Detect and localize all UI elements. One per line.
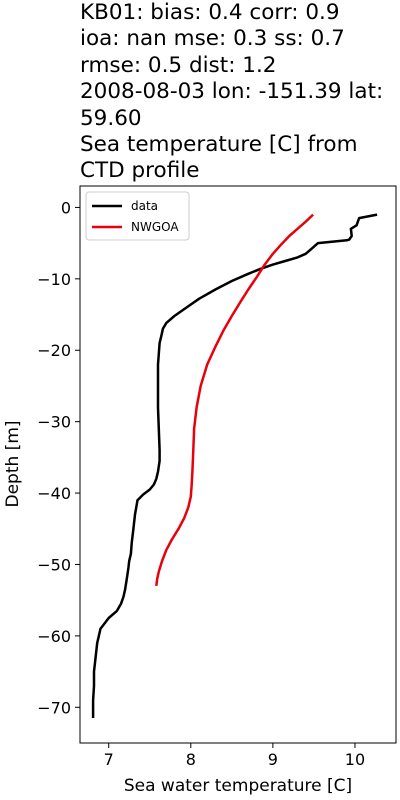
title-line: rmse: 0.5 dist: 1.2 xyxy=(80,52,277,78)
chart-title: KB01: bias: 0.4 corr: 0.9 ioa: nan mse: … xyxy=(80,0,398,185)
axis-ticks: 7 8 9 10 0 −10 −20 −30 −40 −50 −60 −70 xyxy=(37,198,365,769)
legend-label-nwgoa: NWGOA xyxy=(131,220,179,234)
y-tick-label: −30 xyxy=(37,413,71,432)
y-tick-label: 0 xyxy=(61,198,71,217)
y-tick-label: −40 xyxy=(37,484,71,503)
x-tick-label: 10 xyxy=(345,750,365,769)
y-tick-label: −60 xyxy=(37,627,71,646)
y-tick-label: −20 xyxy=(37,341,71,360)
title-line: 59.60 xyxy=(80,105,142,131)
legend: data NWGOA xyxy=(85,191,190,241)
title-line: ioa: nan mse: 0.3 ss: 0.7 xyxy=(80,26,345,52)
x-tick-label: 7 xyxy=(104,750,114,769)
x-tick-label: 9 xyxy=(268,750,278,769)
y-axis-label: Depth [m] xyxy=(3,420,23,507)
plot-area xyxy=(79,185,397,744)
title-line: CTD profile xyxy=(80,158,200,184)
y-tick-label: −50 xyxy=(37,555,71,574)
series-line-nwgoa xyxy=(155,213,314,587)
legend-label-data: data xyxy=(131,199,158,213)
title-line: Sea temperature [C] from xyxy=(80,132,358,158)
series-line-data xyxy=(91,213,378,718)
x-tick-label: 8 xyxy=(186,750,196,769)
series-layer xyxy=(91,213,378,718)
y-tick-label: −10 xyxy=(37,270,71,289)
x-axis-label: Sea water temperature [C] xyxy=(124,776,352,796)
title-line: 2008-08-03 lon: -151.39 lat: xyxy=(80,79,384,105)
y-tick-label: −70 xyxy=(37,698,71,717)
title-line: KB01: bias: 0.4 corr: 0.9 xyxy=(80,0,340,25)
